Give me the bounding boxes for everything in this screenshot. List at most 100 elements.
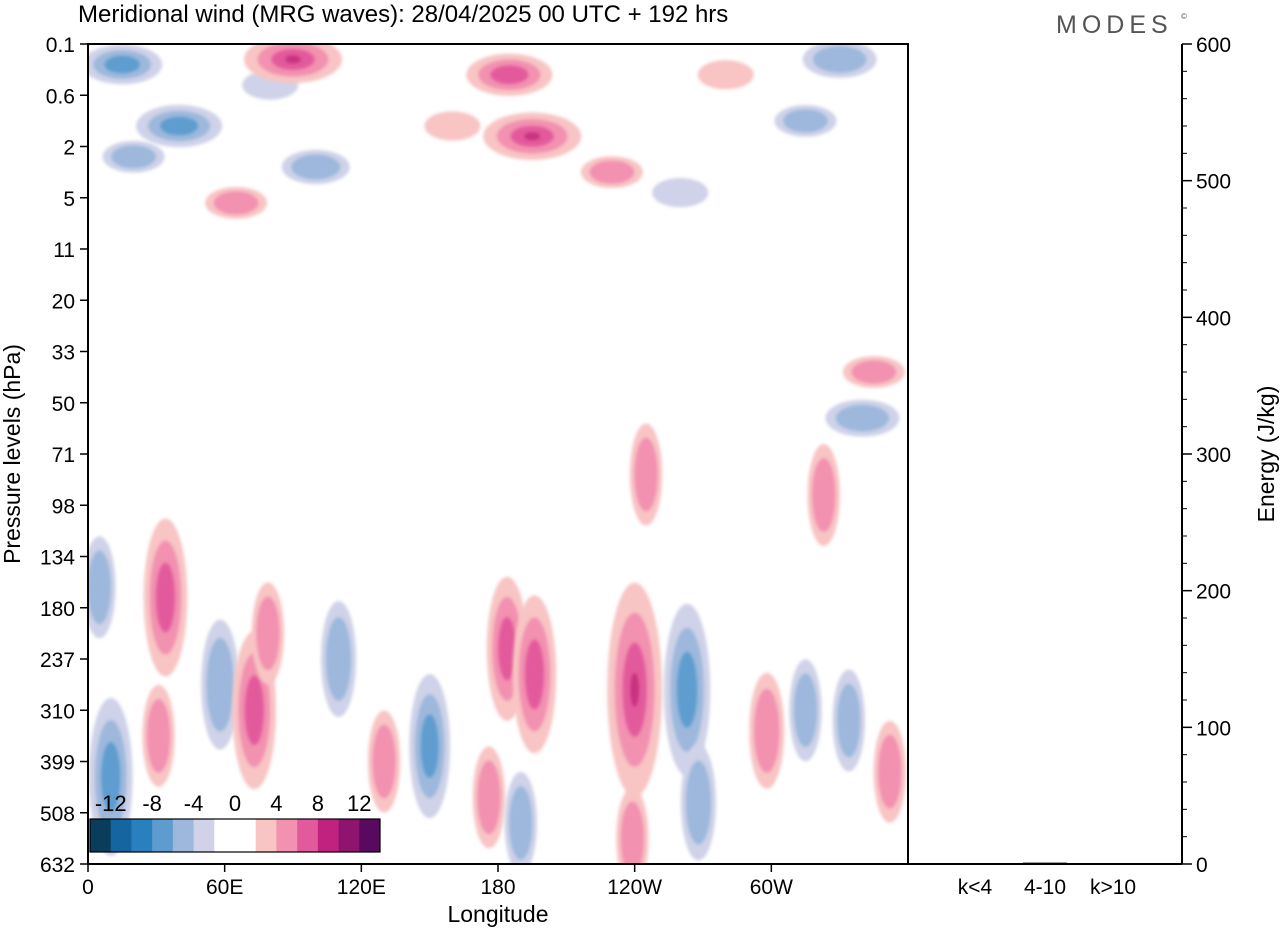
pressure-tick-label: 0.1 [46,34,75,57]
colorbar-swatch [172,819,195,852]
contour-negative-21 [201,619,240,750]
colorbar-frame [89,818,381,853]
pressure-tick-label: 5 [63,188,75,211]
contour-positive-30 [512,595,557,754]
contour-positive-34 [616,787,649,864]
colorbar: -12 -8 -4 0 4 8 12 [89,791,381,853]
contour-positive-10 [466,53,553,96]
colorbar-tick-label: -12 [95,791,127,816]
y-axis-label: Pressure levels (hPa) [0,344,25,564]
contour-positive-12 [580,156,643,189]
colorbar-swatch [193,819,215,852]
energy-category-labels: k<4 4-10 k>10 [958,876,1136,899]
colorbar-tick-label: -8 [142,791,162,816]
pressure-tick-label: 71 [52,444,75,467]
contour-negative-2 [102,140,165,173]
pressure-tick-label: 0.6 [46,85,75,108]
pressure-tick-label: 33 [52,342,75,365]
contour-negative-26 [320,601,357,717]
longitude-tick-label: 0 [82,876,94,899]
pressure-tick-label: 20 [52,290,75,313]
contour-negative-39 [832,669,865,772]
pressure-tick-label: 2 [63,137,75,160]
contour-positive-15 [697,60,754,90]
pressure-tick-label: 310 [40,700,75,723]
colorbar-swatch [214,819,236,852]
colorbar-swatch [235,819,257,852]
contour-positive-40 [873,720,906,823]
contour-positive-33 [607,582,663,797]
contour-positive-13 [424,111,481,141]
contour-negative-7 [774,104,837,137]
contour-negative-24 [88,697,133,856]
contour-positive-9 [244,44,342,84]
contour-positive-11 [483,112,582,160]
contour-positive-37 [749,672,785,789]
longitude-tick-label: 60W [750,876,793,899]
contour-negative-5 [652,178,709,208]
colorbar-tick-label: 0 [229,791,241,816]
contour-positive-20 [142,684,175,787]
longitude-tick-label: 180 [480,876,515,899]
energy-bar [1023,862,1067,864]
contour-positive-16 [842,356,905,388]
energy-category-label: k<4 [958,876,993,899]
pressure-tick-label: 50 [52,393,75,416]
pressure-tick-label: 11 [53,239,75,262]
energy-tick-label: 400 [1196,307,1231,330]
colorbar-tick-label: 12 [347,791,371,816]
contour-negative-35 [663,603,711,776]
contour-negative-32 [504,772,537,864]
colorbar-swatch [152,819,174,852]
brand-logo-text: MODES [1056,11,1173,39]
colorbar-tick-label: 8 [312,791,324,816]
colorbar-swatch [338,819,360,852]
chart-title: Meridional wind (MRG waves): 28/04/2025 … [78,1,728,28]
modes-logo: MODES © [1056,11,1187,39]
energy-panel [908,44,1183,865]
longitude-tick-label: 120E [337,876,386,899]
contour-field [88,44,906,864]
pressure-tick-label: 180 [40,598,75,621]
energy-category-label: k>10 [1090,876,1136,899]
contour-positive-19 [143,518,188,677]
contour-negative-0 [88,44,163,85]
energy-category-label: 4-10 [1024,876,1066,899]
longitude-axis: 0 60E 120E 180 120W 60W [82,864,793,899]
colorbar-tick-label: 4 [270,791,282,816]
contour-negative-1 [136,104,223,148]
pressure-tick-label: 98 [52,495,75,518]
energy-tick-label: 0 [1196,854,1208,877]
colorbar-swatch [90,819,112,852]
colorbar-swatch [255,819,277,852]
colorbar-swatch [276,819,298,852]
brand-logo-mark: © [1181,12,1187,21]
energy-tick-label: 500 [1196,171,1231,194]
pressure-tick-label: 632 [40,854,75,877]
energy-axis-label: Energy (J/kg) [1253,386,1279,523]
colorbar-swatch [317,819,340,852]
colorbar-tick-label: -4 [184,791,204,816]
contour-positive-18 [807,444,840,546]
contour-positive-17 [629,423,663,526]
contour-negative-36 [680,744,717,861]
contour-positive-23 [251,582,285,685]
energy-tick-label: 200 [1196,581,1231,604]
colorbar-swatch [359,819,381,852]
contour-negative-38 [789,659,822,762]
contour-positive-31 [472,746,506,849]
colorbar-swatch [110,819,132,852]
contour-positive-27 [367,710,401,813]
pressure-tick-label: 134 [40,547,75,570]
energy-tick-label: 600 [1196,34,1231,57]
colorbar-swatch [297,819,319,852]
energy-axis: 0 100 200 300 400 500 600 [1182,34,1231,877]
contour-negative-25 [88,536,116,639]
colorbar-swatch [131,819,153,852]
longitude-tick-label: 60E [206,876,243,899]
energy-tick-label: 300 [1196,444,1231,467]
energy-tick-label: 100 [1196,717,1231,740]
longitude-tick-label: 120W [607,876,662,899]
contour-negative-6 [802,44,877,78]
